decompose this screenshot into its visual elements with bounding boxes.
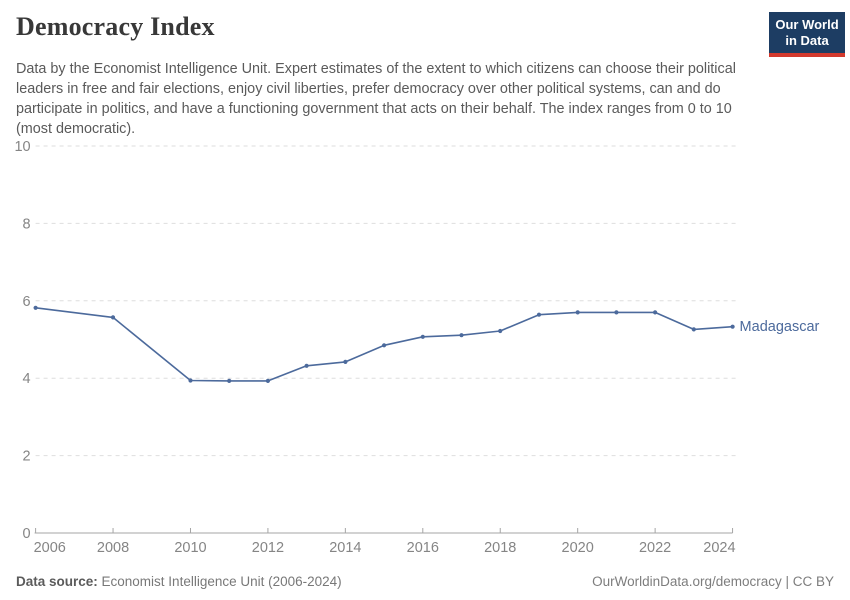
data-point[interactable] bbox=[304, 363, 309, 368]
x-tick-label: 2022 bbox=[639, 540, 671, 556]
data-source-label: Data source: bbox=[16, 574, 98, 589]
x-tick-label: 2010 bbox=[174, 540, 206, 556]
data-source: Data source: Economist Intelligence Unit… bbox=[16, 574, 342, 589]
data-point[interactable] bbox=[110, 315, 116, 320]
x-tick-label: 2008 bbox=[97, 540, 129, 556]
y-tick-label: 6 bbox=[23, 294, 31, 310]
x-tick-label: 2014 bbox=[329, 540, 361, 556]
y-tick-label: 4 bbox=[23, 371, 31, 387]
chart-subtitle: Data by the Economist Intelligence Unit.… bbox=[16, 61, 736, 137]
x-tick-label: 2016 bbox=[407, 540, 439, 556]
series-label[interactable]: Madagascar bbox=[740, 319, 820, 335]
data-point[interactable] bbox=[420, 334, 425, 339]
owid-logo-line2: in Data bbox=[785, 32, 829, 48]
y-tick-label: 2 bbox=[23, 449, 31, 465]
owid-logo-line1: Our World bbox=[775, 16, 839, 32]
data-point[interactable] bbox=[265, 378, 270, 383]
x-tick-label: 2020 bbox=[562, 540, 594, 556]
data-source-value: Economist Intelligence Unit (2006-2024) bbox=[97, 574, 342, 589]
data-point[interactable] bbox=[575, 310, 580, 315]
page-title: Democracy Index bbox=[16, 12, 215, 41]
x-tick-label: 2024 bbox=[703, 540, 735, 556]
x-tick-label: 2018 bbox=[484, 540, 516, 556]
data-point[interactable] bbox=[459, 333, 464, 338]
data-point[interactable] bbox=[498, 328, 503, 334]
y-tick-label: 0 bbox=[23, 526, 31, 542]
x-tick-label: 2012 bbox=[252, 540, 284, 556]
data-point[interactable] bbox=[691, 327, 696, 332]
data-point[interactable] bbox=[343, 359, 348, 364]
data-point[interactable] bbox=[614, 310, 619, 315]
data-point[interactable] bbox=[730, 324, 735, 329]
data-point[interactable] bbox=[382, 343, 387, 348]
owid-logo[interactable]: Our World in Data bbox=[769, 12, 845, 57]
credit-line[interactable]: OurWorldinData.org/democracy | CC BY bbox=[592, 574, 834, 589]
data-point[interactable] bbox=[188, 378, 193, 383]
data-point[interactable] bbox=[33, 305, 38, 310]
data-point[interactable] bbox=[227, 378, 232, 383]
chart-footer: Data source: Economist Intelligence Unit… bbox=[16, 574, 834, 589]
y-tick-label: 10 bbox=[14, 139, 30, 155]
x-tick-label: 2006 bbox=[34, 540, 66, 556]
y-tick-label: 8 bbox=[23, 216, 31, 232]
data-point[interactable] bbox=[536, 312, 542, 317]
data-point[interactable] bbox=[653, 310, 658, 315]
line-chart[interactable]: 0 2 4 6 8 10 2006 2008 2010 2012 2014 2016 2018 2020 2… bbox=[0, 132, 850, 567]
